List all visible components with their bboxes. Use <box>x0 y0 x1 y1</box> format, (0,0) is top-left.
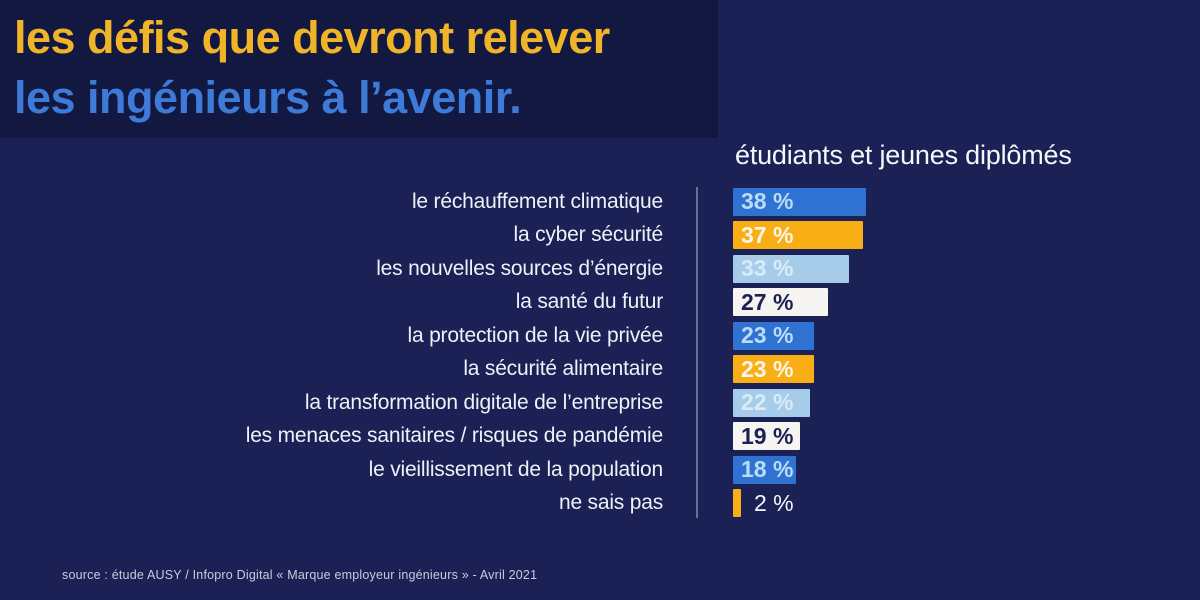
value-label: 22 % <box>741 389 794 416</box>
title-block: les défis que devront relever les ingéni… <box>0 0 718 138</box>
page-title-line-2: les ingénieurs à l’avenir. <box>14 72 522 123</box>
bar-cell: 33 % <box>733 254 849 283</box>
category-label: le réchauffement climatique <box>411 189 663 213</box>
bar: 38 % <box>733 187 866 216</box>
bar-cell: 2 % <box>733 489 794 518</box>
category-label: ne sais pas <box>558 491 663 515</box>
value-label: 23 % <box>741 322 794 349</box>
chart-rows: le réchauffement climatique 38 % la cyber … <box>0 185 1200 520</box>
value-label: 37 % <box>741 221 794 248</box>
chart-row: les nouvelles sources d’énergie 33 % <box>0 252 1200 286</box>
value-label: 38 % <box>741 188 794 215</box>
category-label: les nouvelles sources d’énergie <box>376 256 663 280</box>
category-label: les menaces sanitaires / risques de pand… <box>245 424 663 448</box>
value-label: 2 % <box>754 489 794 516</box>
bar-cell: 23 % <box>733 321 814 350</box>
bar-cell: 19 % <box>733 422 800 451</box>
bar: 27 % <box>733 288 828 317</box>
chart-row: la santé du futur 27 % <box>0 286 1200 320</box>
category-label: le vieillissement de la population <box>368 457 664 481</box>
bar-chart: le réchauffement climatique 38 % la cyber … <box>0 185 1200 520</box>
value-label: 18 % <box>741 456 794 483</box>
source-note: source : étude AUSY / Infopro Digital « … <box>62 568 538 582</box>
bar: 23 % <box>733 355 814 384</box>
bar-cell: 27 % <box>733 288 828 317</box>
value-label: 33 % <box>741 255 794 282</box>
bar: 33 % <box>733 254 849 283</box>
category-label: la transformation digitale de l’entrepri… <box>304 390 663 414</box>
category-label: la santé du futur <box>515 290 663 314</box>
category-label: la cyber sécurité <box>513 223 664 247</box>
chart-row: le réchauffement climatique 38 % <box>0 185 1200 219</box>
bar: 22 % <box>733 388 810 417</box>
bar-cell: 18 % <box>733 455 796 484</box>
bar-cell: 22 % <box>733 388 810 417</box>
bar-cell: 37 % <box>733 221 863 250</box>
chart-row: ne sais pas 2 % <box>0 487 1200 521</box>
page-title-line-1: les défis que devront relever <box>14 12 610 63</box>
bar <box>733 489 741 518</box>
value-label: 23 % <box>741 355 794 382</box>
chart-row: la sécurité alimentaire 23 % <box>0 353 1200 387</box>
value-label: 27 % <box>741 288 794 315</box>
category-label: la protection de la vie privée <box>407 323 664 347</box>
bar: 23 % <box>733 321 814 350</box>
chart-row: la protection de la vie privée 23 % <box>0 319 1200 353</box>
bar: 37 % <box>733 221 863 250</box>
axis-divider-line <box>696 187 698 518</box>
bar-cell: 23 % <box>733 355 814 384</box>
chart-row: la cyber sécurité 37 % <box>0 219 1200 253</box>
value-label: 19 % <box>741 422 794 449</box>
bar: 19 % <box>733 422 800 451</box>
chart-row: le vieillissement de la population 18 % <box>0 453 1200 487</box>
chart-row: la transformation digitale de l’entrepri… <box>0 386 1200 420</box>
chart-legend: étudiants et jeunes diplômés <box>735 140 1072 170</box>
category-label: la sécurité alimentaire <box>463 357 663 381</box>
bar: 18 % <box>733 455 796 484</box>
bar-cell: 38 % <box>733 187 866 216</box>
chart-row: les menaces sanitaires / risques de pand… <box>0 420 1200 454</box>
